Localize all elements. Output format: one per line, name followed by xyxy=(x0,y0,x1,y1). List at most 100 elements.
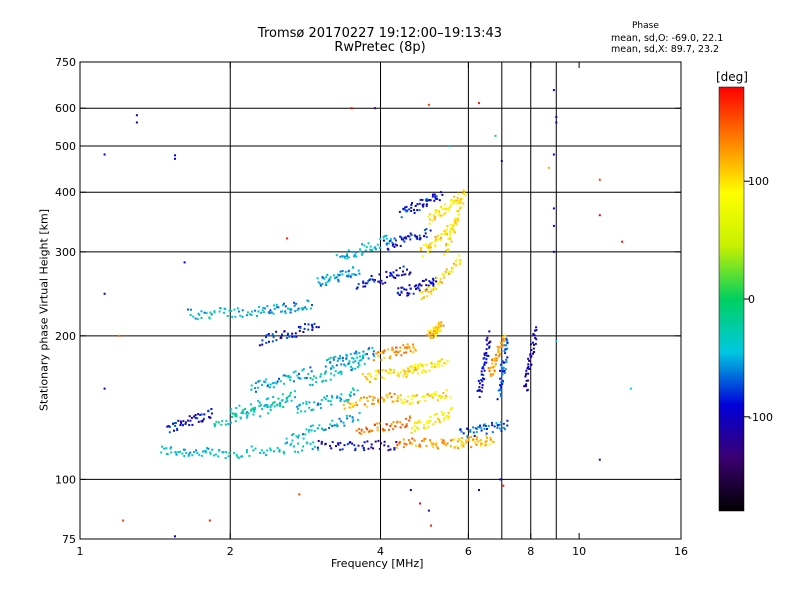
echo-point xyxy=(245,416,248,419)
echo-point xyxy=(399,421,402,424)
echo-point xyxy=(183,455,186,457)
echo-point xyxy=(425,278,428,281)
echo-point xyxy=(304,306,307,309)
echo-point xyxy=(324,365,327,368)
echo-point xyxy=(405,210,408,213)
echo-point xyxy=(428,420,431,422)
echo-point xyxy=(414,421,417,424)
echo-point xyxy=(383,356,386,359)
echo-point xyxy=(428,213,431,216)
echo-point xyxy=(388,240,391,242)
isolated-echo-point xyxy=(448,145,451,147)
echo-point xyxy=(534,329,536,332)
echo-point xyxy=(423,424,425,427)
echo-point xyxy=(428,332,431,335)
echo-point xyxy=(386,242,389,245)
echo-point xyxy=(418,283,421,285)
echo-point xyxy=(437,447,439,450)
echo-point xyxy=(315,381,318,384)
echo-point xyxy=(479,424,482,427)
echo-point xyxy=(436,197,439,200)
echo-point xyxy=(485,358,488,361)
echo-point xyxy=(408,365,411,368)
echo-point xyxy=(438,210,441,212)
echo-point xyxy=(292,371,295,374)
echo-point xyxy=(402,207,405,210)
echo-point xyxy=(304,323,306,326)
echo-point xyxy=(456,202,459,205)
echo-point xyxy=(207,447,210,450)
echo-point xyxy=(434,328,437,331)
echo-point xyxy=(345,399,348,402)
echo-point xyxy=(293,304,296,307)
echo-point xyxy=(432,445,435,448)
echo-point xyxy=(252,449,255,452)
echo-point xyxy=(395,350,397,353)
echo-point xyxy=(414,429,417,432)
echo-point xyxy=(188,453,190,456)
echo-point xyxy=(431,281,434,284)
echo-point xyxy=(311,448,314,451)
echo-point xyxy=(418,420,421,423)
colorbar-tick-label: 0 xyxy=(748,293,755,306)
echo-point xyxy=(250,388,253,391)
echo-point xyxy=(362,281,365,284)
echo-point xyxy=(402,368,405,371)
echo-point xyxy=(532,347,535,350)
echo-point xyxy=(228,452,231,454)
x-tick-label: 4 xyxy=(377,545,384,558)
echo-point xyxy=(402,273,405,276)
echo-point xyxy=(347,256,350,259)
echo-point xyxy=(197,420,200,423)
echo-point xyxy=(161,445,163,448)
echo-point xyxy=(380,442,383,445)
echo-point xyxy=(505,360,508,363)
echo-point xyxy=(366,405,369,408)
echo-point xyxy=(432,336,435,339)
echo-point xyxy=(497,348,499,351)
echo-point xyxy=(483,352,486,355)
echo-point xyxy=(399,346,402,349)
echo-point xyxy=(239,417,242,420)
echo-point xyxy=(385,237,388,240)
echo-point xyxy=(277,306,280,309)
echo-point xyxy=(293,390,296,393)
echo-point xyxy=(325,284,328,286)
echo-point xyxy=(350,365,352,368)
echo-point xyxy=(302,433,304,436)
echo-point xyxy=(287,395,290,398)
echo-point xyxy=(408,284,411,287)
echo-point xyxy=(373,355,375,357)
echo-point xyxy=(435,239,438,242)
echo-point xyxy=(505,337,508,340)
echo-point xyxy=(393,393,396,395)
echo-point xyxy=(429,439,431,442)
echo-point xyxy=(420,284,423,287)
echo-point xyxy=(253,410,256,413)
echo-point xyxy=(365,246,368,249)
echo-point xyxy=(434,197,437,200)
echo-point xyxy=(289,391,292,394)
echo-point xyxy=(230,421,232,424)
echo-point xyxy=(189,451,192,454)
echo-point xyxy=(406,268,408,271)
echo-point xyxy=(353,352,356,355)
echo-point xyxy=(358,359,361,362)
echo-point xyxy=(372,350,375,353)
echo-point xyxy=(172,422,174,425)
echo-point xyxy=(261,384,263,386)
echo-point xyxy=(396,373,399,376)
echo-point xyxy=(424,399,427,402)
echo-point xyxy=(417,402,420,404)
echo-point xyxy=(480,444,482,447)
echo-point xyxy=(347,274,350,276)
echo-point xyxy=(347,249,350,252)
echo-point xyxy=(339,370,342,373)
echo-point xyxy=(207,409,210,412)
echo-point xyxy=(413,365,415,368)
echo-point xyxy=(470,446,473,449)
echo-point xyxy=(174,451,177,454)
echo-point xyxy=(498,350,501,353)
echo-point xyxy=(340,372,343,375)
echo-point xyxy=(282,406,285,408)
